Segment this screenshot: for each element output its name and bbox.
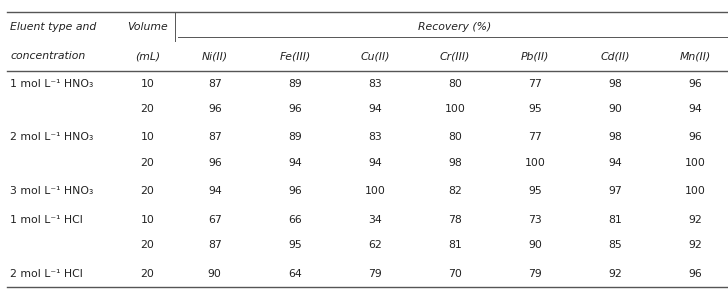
- Text: 70: 70: [448, 269, 462, 279]
- Text: 95: 95: [529, 104, 542, 114]
- Text: 94: 94: [208, 186, 221, 196]
- Text: 98: 98: [448, 158, 462, 168]
- Text: 85: 85: [609, 240, 622, 250]
- Text: 90: 90: [207, 269, 222, 279]
- Text: 89: 89: [288, 79, 301, 89]
- Text: 83: 83: [368, 79, 381, 89]
- Text: 97: 97: [609, 186, 622, 196]
- Text: 2 mol L⁻¹ HCl: 2 mol L⁻¹ HCl: [10, 269, 83, 279]
- Text: 95: 95: [529, 186, 542, 196]
- Text: 62: 62: [368, 240, 381, 250]
- Text: 98: 98: [609, 79, 622, 89]
- Text: 77: 77: [529, 133, 542, 142]
- Text: 96: 96: [208, 158, 221, 168]
- Text: 20: 20: [141, 104, 154, 114]
- Text: 94: 94: [368, 158, 381, 168]
- Text: 92: 92: [689, 240, 702, 250]
- Text: 78: 78: [448, 215, 462, 225]
- Text: 77: 77: [529, 79, 542, 89]
- Text: concentration: concentration: [10, 51, 85, 61]
- Text: Cu(II): Cu(II): [360, 51, 389, 61]
- Text: 67: 67: [208, 215, 221, 225]
- Text: 10: 10: [141, 79, 154, 89]
- Text: 20: 20: [141, 269, 154, 279]
- Text: 95: 95: [288, 240, 301, 250]
- Text: 10: 10: [141, 133, 154, 142]
- Text: (mL): (mL): [135, 51, 160, 61]
- Text: 94: 94: [368, 104, 381, 114]
- Text: 100: 100: [685, 186, 705, 196]
- Text: 96: 96: [689, 79, 702, 89]
- Text: 96: 96: [689, 133, 702, 142]
- Text: Eluent type and: Eluent type and: [10, 22, 96, 32]
- Text: 98: 98: [609, 133, 622, 142]
- Text: 80: 80: [448, 133, 462, 142]
- Text: 90: 90: [608, 104, 622, 114]
- Text: 34: 34: [368, 215, 381, 225]
- Text: 92: 92: [689, 215, 702, 225]
- Text: 81: 81: [448, 240, 462, 250]
- Text: 82: 82: [448, 186, 462, 196]
- Text: Cr(III): Cr(III): [440, 51, 470, 61]
- Text: 2 mol L⁻¹ HNO₃: 2 mol L⁻¹ HNO₃: [10, 133, 93, 142]
- Text: Ni(II): Ni(II): [202, 51, 228, 61]
- Text: 90: 90: [528, 240, 542, 250]
- Text: 10: 10: [141, 215, 154, 225]
- Text: 87: 87: [208, 79, 221, 89]
- Text: 1 mol L⁻¹ HNO₃: 1 mol L⁻¹ HNO₃: [10, 79, 93, 89]
- Text: 20: 20: [141, 158, 154, 168]
- Text: Recovery (%): Recovery (%): [419, 22, 491, 32]
- Text: 94: 94: [689, 104, 702, 114]
- Text: Pb(II): Pb(II): [521, 51, 549, 61]
- Text: 96: 96: [288, 186, 301, 196]
- Text: 100: 100: [685, 158, 705, 168]
- Text: 73: 73: [529, 215, 542, 225]
- Text: 96: 96: [689, 269, 702, 279]
- Text: Mn(II): Mn(II): [680, 51, 711, 61]
- Text: 79: 79: [529, 269, 542, 279]
- Text: Cd(II): Cd(II): [601, 51, 630, 61]
- Text: 92: 92: [609, 269, 622, 279]
- Text: 94: 94: [609, 158, 622, 168]
- Text: 81: 81: [609, 215, 622, 225]
- Text: 79: 79: [368, 269, 381, 279]
- Text: 83: 83: [368, 133, 381, 142]
- Text: 89: 89: [288, 133, 301, 142]
- Text: 96: 96: [208, 104, 221, 114]
- Text: 20: 20: [141, 186, 154, 196]
- Text: 80: 80: [448, 79, 462, 89]
- Text: 87: 87: [208, 133, 221, 142]
- Text: Fe(III): Fe(III): [280, 51, 310, 61]
- Text: 64: 64: [288, 269, 301, 279]
- Text: 100: 100: [365, 186, 385, 196]
- Text: 87: 87: [208, 240, 221, 250]
- Text: 94: 94: [288, 158, 301, 168]
- Text: 66: 66: [288, 215, 301, 225]
- Text: 1 mol L⁻¹ HCl: 1 mol L⁻¹ HCl: [10, 215, 83, 225]
- Text: Volume: Volume: [127, 22, 167, 32]
- Text: 3 mol L⁻¹ HNO₃: 3 mol L⁻¹ HNO₃: [10, 186, 93, 196]
- Text: 96: 96: [288, 104, 301, 114]
- Text: 20: 20: [141, 240, 154, 250]
- Text: 100: 100: [525, 158, 545, 168]
- Text: 100: 100: [445, 104, 465, 114]
